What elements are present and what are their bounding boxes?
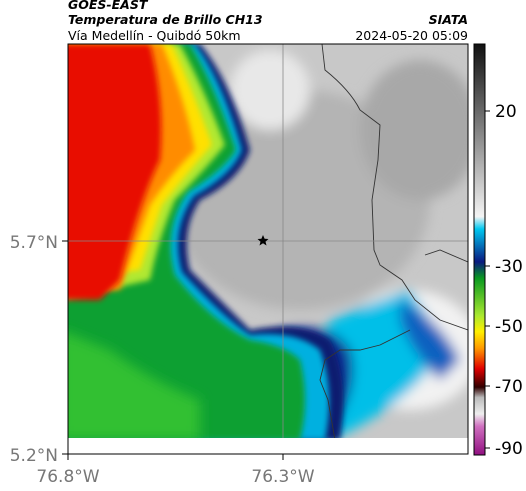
subtitle: Temperatura de Brillo CH13 xyxy=(68,12,263,27)
location: Vía Medellín - Quibdó 50km xyxy=(68,28,241,43)
source: SIATA xyxy=(429,12,468,27)
satellite-image xyxy=(68,44,468,438)
colorbar-label: 20 xyxy=(495,102,517,122)
colorbar xyxy=(473,43,486,456)
y-label: 5.2°N xyxy=(10,446,58,466)
datetime: 2024-05-20 05:09 xyxy=(355,28,468,43)
colorbar-label: -70 xyxy=(495,377,523,397)
map-frame xyxy=(67,43,469,455)
title: GOES-EAST xyxy=(68,0,149,12)
colorbar-label: -30 xyxy=(495,257,523,277)
y-label: 5.7°N xyxy=(10,233,58,253)
colorbar-label: -50 xyxy=(495,317,523,337)
colorbar-label: -90 xyxy=(495,439,523,459)
x-label: 76.3°W xyxy=(251,467,314,487)
x-label: 76.8°W xyxy=(36,467,99,487)
